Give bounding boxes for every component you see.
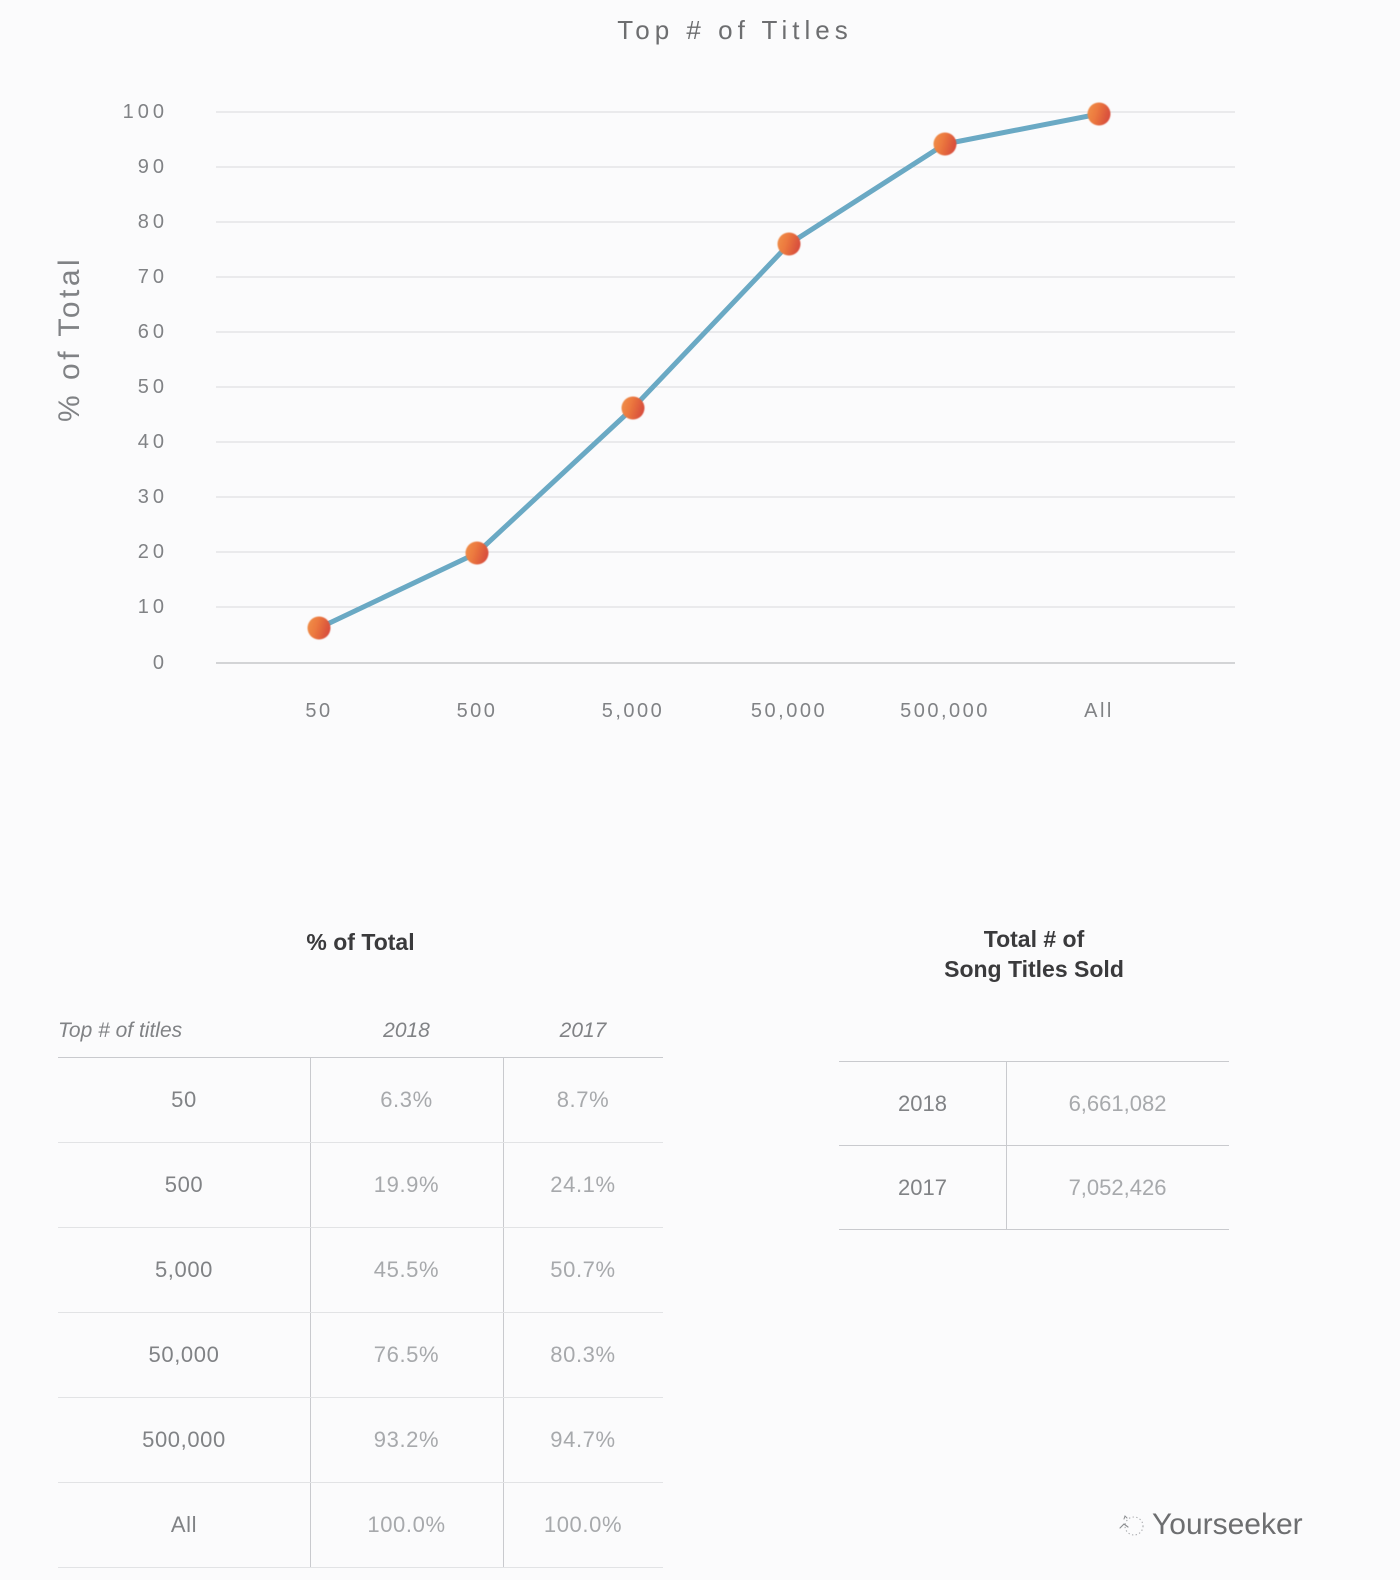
svg-text:80: 80 <box>138 211 168 233</box>
svg-text:0: 0 <box>153 652 168 674</box>
svg-text:40: 40 <box>138 431 168 453</box>
svg-text:30: 30 <box>138 486 168 508</box>
svg-text:10: 10 <box>138 596 168 618</box>
svg-text:20: 20 <box>138 541 168 563</box>
svg-text:50: 50 <box>305 700 332 722</box>
svg-text:500,000: 500,000 <box>900 700 990 722</box>
svg-text:All: All <box>1084 700 1114 722</box>
svg-text:5,000: 5,000 <box>602 700 665 722</box>
svg-text:50: 50 <box>138 376 168 398</box>
svg-text:50,000: 50,000 <box>751 700 827 722</box>
svg-text:100: 100 <box>123 101 168 123</box>
svg-text:500: 500 <box>457 700 498 722</box>
svg-text:90: 90 <box>138 156 168 178</box>
svg-text:70: 70 <box>138 266 168 288</box>
svg-text:60: 60 <box>138 321 168 343</box>
